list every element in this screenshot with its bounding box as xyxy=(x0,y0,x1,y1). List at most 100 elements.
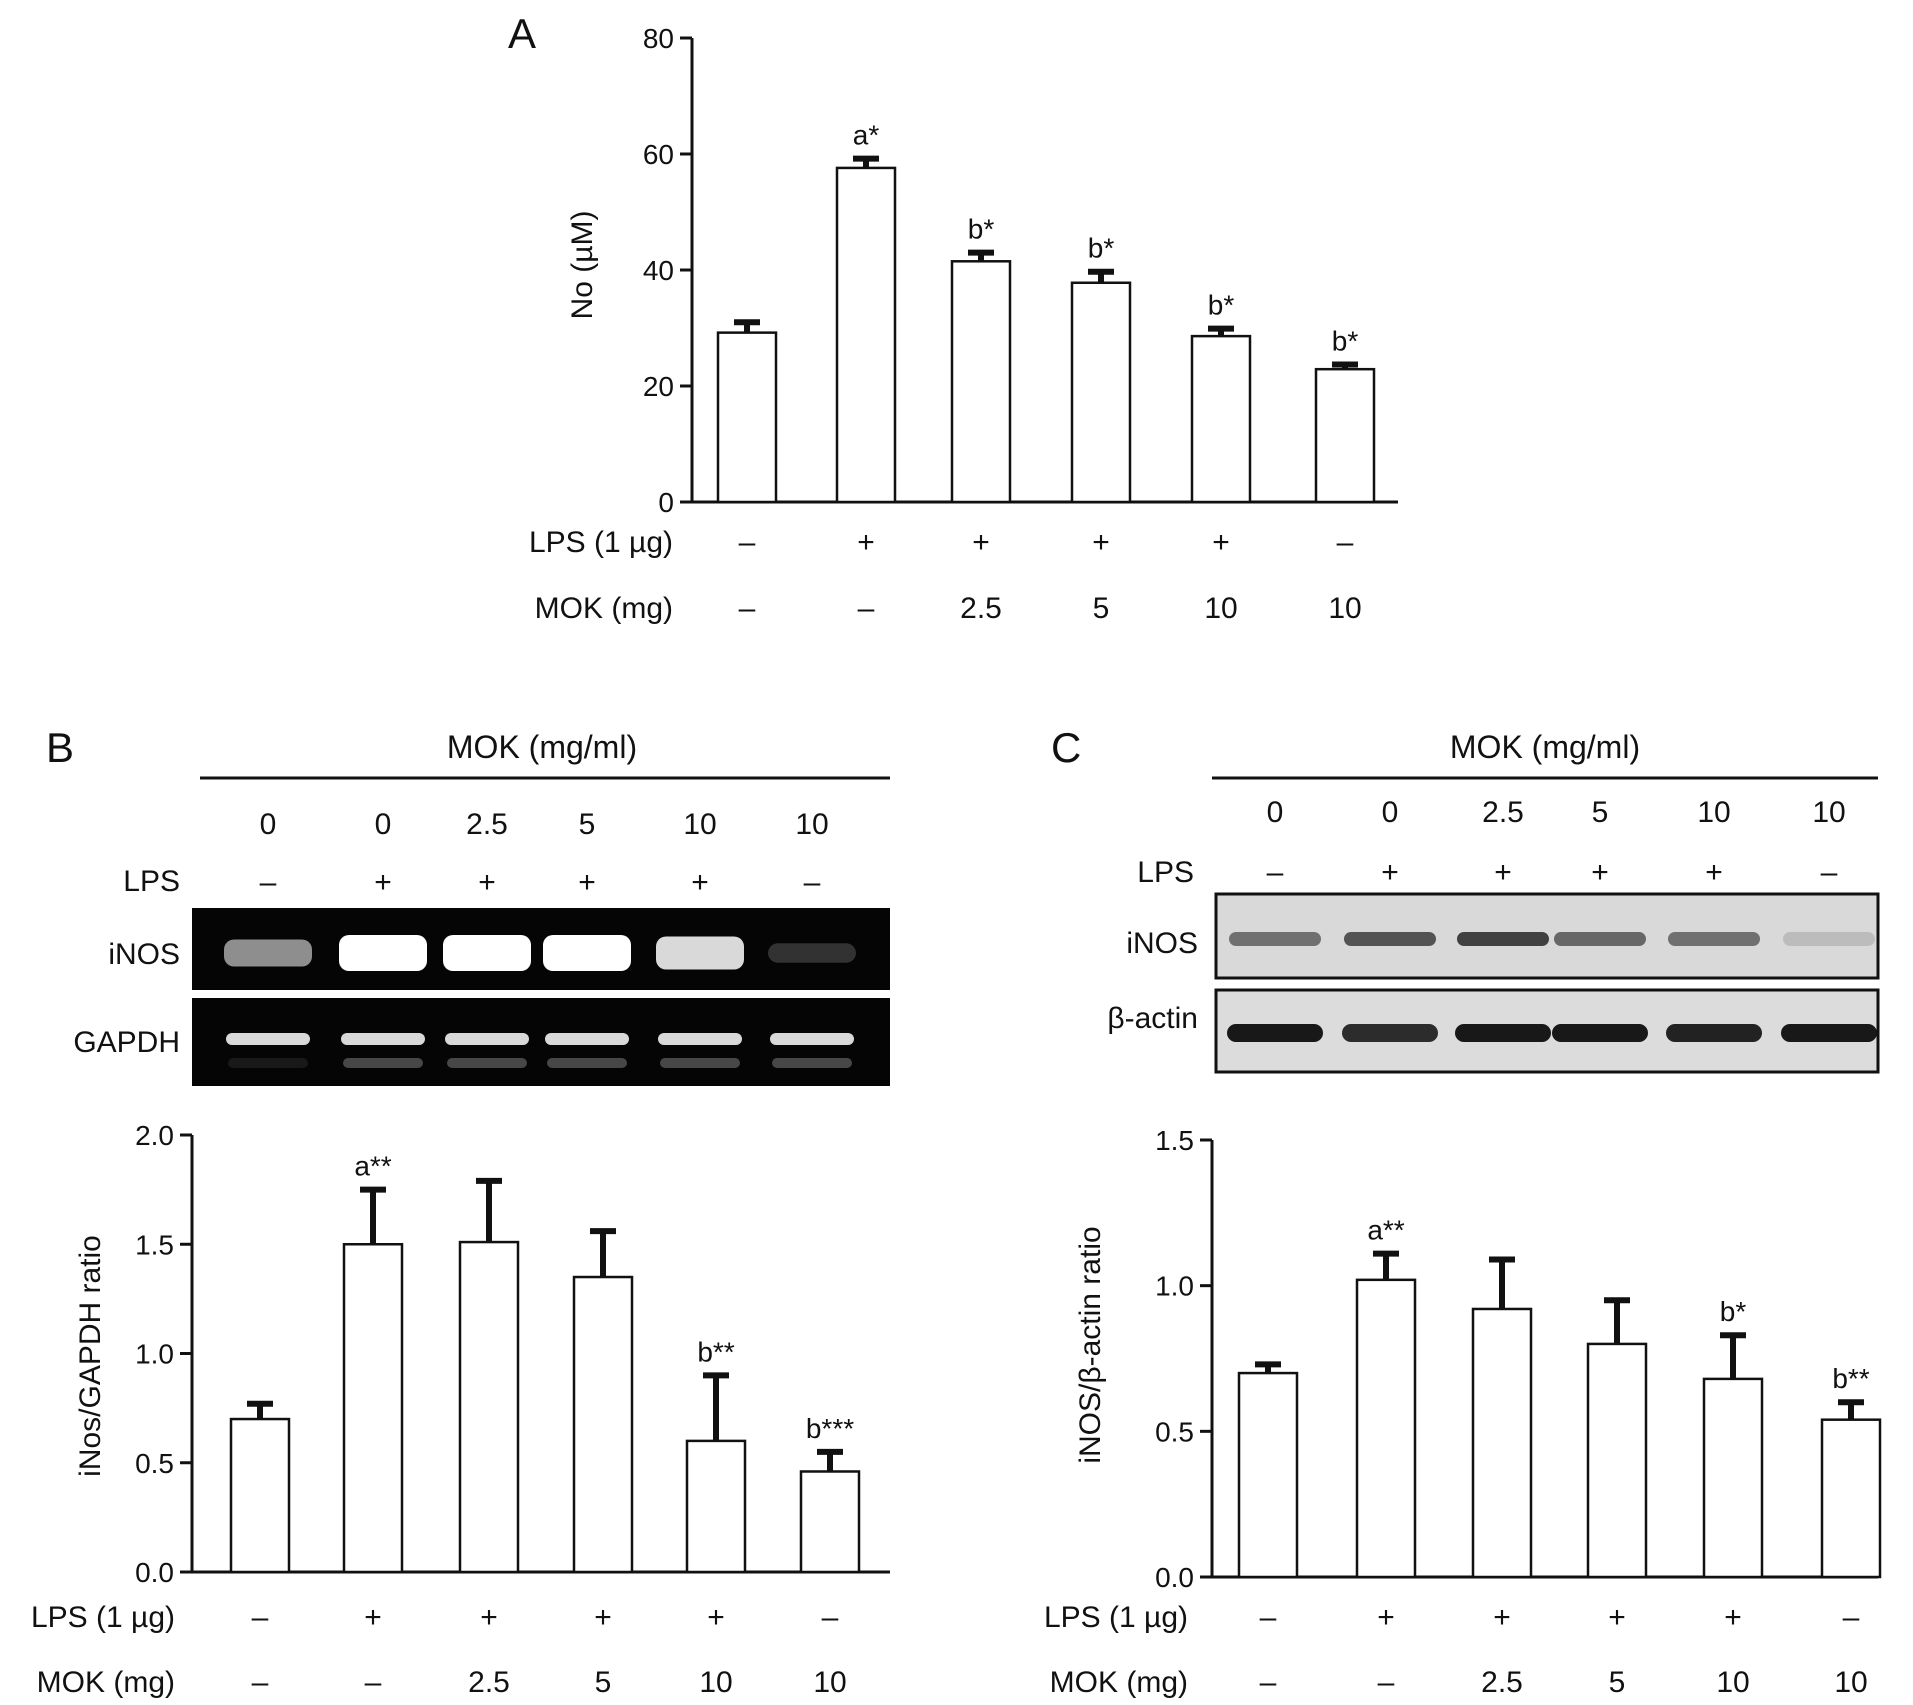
gel-band-gapdh-faint xyxy=(343,1058,423,1068)
blot-band-inos xyxy=(1554,932,1646,946)
blot-lps-sign: + xyxy=(1705,856,1723,889)
gel-band-gapdh xyxy=(226,1033,310,1045)
mok-dose: 10 xyxy=(699,1666,732,1699)
mok-dose: 2.5 xyxy=(468,1666,510,1699)
significance-label: b* xyxy=(968,214,995,245)
bar xyxy=(229,1417,291,1574)
blot-band-inos xyxy=(1457,932,1549,946)
y-tick-label: 1.5 xyxy=(1155,1125,1194,1156)
y-tick-label: 80 xyxy=(643,23,674,54)
panel-c-condition-rows: – – + – +2.5 +5 +10 – 10 xyxy=(1260,1601,1868,1699)
lps-sign: + xyxy=(364,1601,382,1634)
significance-label: b* xyxy=(1332,326,1359,357)
panel-b-gel-bands xyxy=(224,935,856,1068)
mok-dose: 10 xyxy=(1328,592,1361,625)
lps-sign: – xyxy=(1260,1601,1277,1634)
panel-c-blot-lps-label: LPS xyxy=(1137,856,1194,889)
mok-dose: – xyxy=(365,1666,382,1699)
y-tick-label: 0.0 xyxy=(135,1557,174,1588)
panel-a-y-axis-label: No (µM) xyxy=(566,211,599,320)
gel-band-inos xyxy=(443,935,531,971)
bar xyxy=(1070,281,1132,504)
gel-band-gapdh xyxy=(341,1033,425,1045)
gel-band-gapdh-faint xyxy=(447,1058,527,1068)
bar xyxy=(716,331,778,504)
lps-sign: – xyxy=(822,1601,839,1634)
panel-c-blot-lps-signs: – + + + + – xyxy=(1267,856,1838,889)
blot-band-actin xyxy=(1666,1024,1762,1042)
bar xyxy=(799,1470,861,1574)
lps-sign: + xyxy=(594,1601,612,1634)
significance-label: a* xyxy=(853,120,880,151)
blot-dose-label: 5 xyxy=(1592,796,1609,829)
blot-lps-sign: + xyxy=(374,866,392,899)
bar xyxy=(342,1243,404,1574)
bar xyxy=(835,166,897,504)
mok-dose: 5 xyxy=(1609,1666,1626,1699)
lps-sign: + xyxy=(1377,1601,1395,1634)
blot-band-inos xyxy=(1668,932,1760,946)
blot-lps-sign: – xyxy=(804,866,821,899)
lps-sign: + xyxy=(480,1601,498,1634)
mok-dose: – xyxy=(739,592,756,625)
blot-lps-sign: + xyxy=(578,866,596,899)
bar xyxy=(458,1240,520,1574)
blot-band-actin xyxy=(1552,1024,1648,1042)
panel-b-condition-rows: – – + – +2.5 +5 +10 – 10 xyxy=(252,1601,847,1699)
lps-sign: + xyxy=(707,1601,725,1634)
mok-dose: 10 xyxy=(1204,592,1237,625)
panel-c-bars: a** b* b** xyxy=(1237,1215,1882,1579)
blot-dose-label: 2.5 xyxy=(1482,796,1524,829)
bar xyxy=(572,1275,634,1574)
y-tick-label: 1.5 xyxy=(135,1229,174,1260)
panel-b-blot-lps-signs: – + + + + – xyxy=(260,866,821,899)
lps-sign: + xyxy=(857,526,875,559)
blot-band-inos xyxy=(1344,932,1436,946)
panel-a-lps-row-label: LPS (1 µg) xyxy=(529,526,673,559)
panel-c-label: C xyxy=(1051,724,1081,771)
y-tick-label: 1.0 xyxy=(1155,1271,1194,1302)
gel-band-inos xyxy=(224,939,312,967)
significance-label: a** xyxy=(1367,1215,1404,1246)
gel-band-gapdh-faint xyxy=(547,1058,627,1068)
panel-c-mok-row-label: MOK (mg) xyxy=(1050,1666,1188,1699)
mok-dose: 2.5 xyxy=(960,592,1002,625)
lps-sign: + xyxy=(1212,526,1230,559)
mok-dose: – xyxy=(1260,1666,1277,1699)
panel-c-band-label-actin: β-actin xyxy=(1107,1002,1198,1035)
panel-a-condition-rows: – – + – +2.5 +5 +10 – 10 xyxy=(739,526,1362,625)
panel-c: C MOK (mg/ml) 0 0 2.5 5 10 10 LPS – + + + + – iNOS… xyxy=(1044,724,1882,1699)
panel-c-band-label-inos: iNOS xyxy=(1126,927,1198,960)
panel-c-lps-row-label: LPS (1 µg) xyxy=(1044,1601,1188,1634)
panel-b-axes: 0.0 0.5 1.0 1.5 2.0 xyxy=(135,1120,890,1588)
blot-lps-sign: + xyxy=(691,866,709,899)
gel-band-gapdh-faint xyxy=(772,1058,852,1068)
bar xyxy=(685,1439,747,1574)
bar xyxy=(1355,1278,1417,1579)
y-tick-label: 0.5 xyxy=(135,1448,174,1479)
y-tick-label: 0 xyxy=(658,487,674,518)
blot-dose-label: 0 xyxy=(1267,796,1284,829)
panel-c-blot-bands xyxy=(1227,932,1877,1042)
significance-label: b* xyxy=(1088,233,1115,264)
bar xyxy=(1190,334,1252,504)
y-tick-label: 60 xyxy=(643,139,674,170)
panel-b-blot-doses: 0 0 2.5 5 10 10 xyxy=(260,808,829,841)
panel-b: B MOK (mg/ml) 0 0 2.5 5 10 10 LPS – + + + + – iNOS… xyxy=(31,724,890,1699)
mok-dose: 5 xyxy=(595,1666,612,1699)
blot-lps-sign: – xyxy=(260,866,277,899)
mok-dose: 10 xyxy=(813,1666,846,1699)
blot-band-actin xyxy=(1227,1024,1323,1042)
y-tick-label: 0.5 xyxy=(1155,1416,1194,1447)
bar xyxy=(1586,1342,1648,1579)
gel-band-inos xyxy=(768,943,856,963)
blot-lps-sign: + xyxy=(1494,856,1512,889)
y-tick-label: 1.0 xyxy=(135,1339,174,1370)
gel-band-gapdh xyxy=(770,1033,854,1045)
y-tick-label: 0.0 xyxy=(1155,1562,1194,1593)
lps-sign: + xyxy=(972,526,990,559)
blot-dose-label: 10 xyxy=(1812,796,1845,829)
significance-label: b** xyxy=(1832,1363,1869,1394)
panel-b-blot-header: MOK (mg/ml) xyxy=(447,729,637,765)
